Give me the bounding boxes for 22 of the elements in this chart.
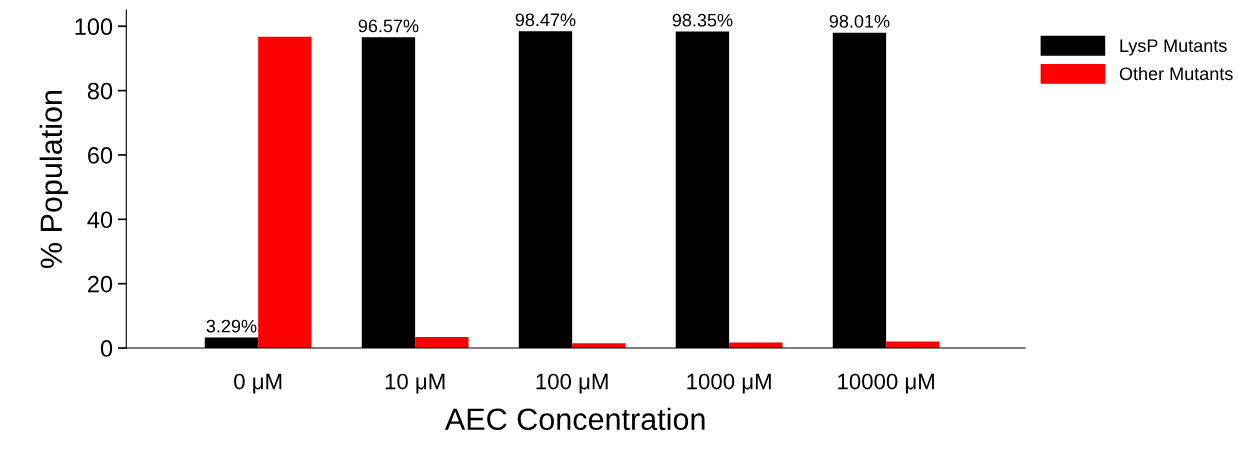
- x-tick-label: 10000 μM: [838, 373, 934, 394]
- y-tick-label: 20: [88, 275, 113, 293]
- data-label: 3.29%: [206, 319, 257, 333]
- legend-label: Other Mutants: [1119, 66, 1233, 81]
- y-tick-label: 40: [87, 211, 113, 229]
- y-tick-label: 60: [88, 147, 113, 164]
- y-tick-label: 0: [100, 340, 113, 357]
- data-label: 96.57%: [358, 19, 419, 33]
- legend-label: LysP Mutants: [1120, 39, 1227, 56]
- data-label: 98.01%: [829, 14, 890, 28]
- x-tick-label: 1000 μM: [687, 373, 771, 394]
- x-axis-title: AEC Concentration: [444, 407, 705, 431]
- data-label: 98.47%: [515, 13, 576, 27]
- y-tick-label: 80: [87, 82, 113, 100]
- data-label: 98.35%: [672, 13, 733, 27]
- x-tick-label: 100 μM: [536, 373, 608, 394]
- y-tick-label: 100: [75, 18, 113, 36]
- y-axis-title: % Population: [39, 91, 69, 269]
- bar: [415, 337, 469, 349]
- x-tick-label: 0 μM: [234, 373, 282, 394]
- x-tick-label: 10 μM: [385, 373, 445, 394]
- bar: [258, 36, 312, 349]
